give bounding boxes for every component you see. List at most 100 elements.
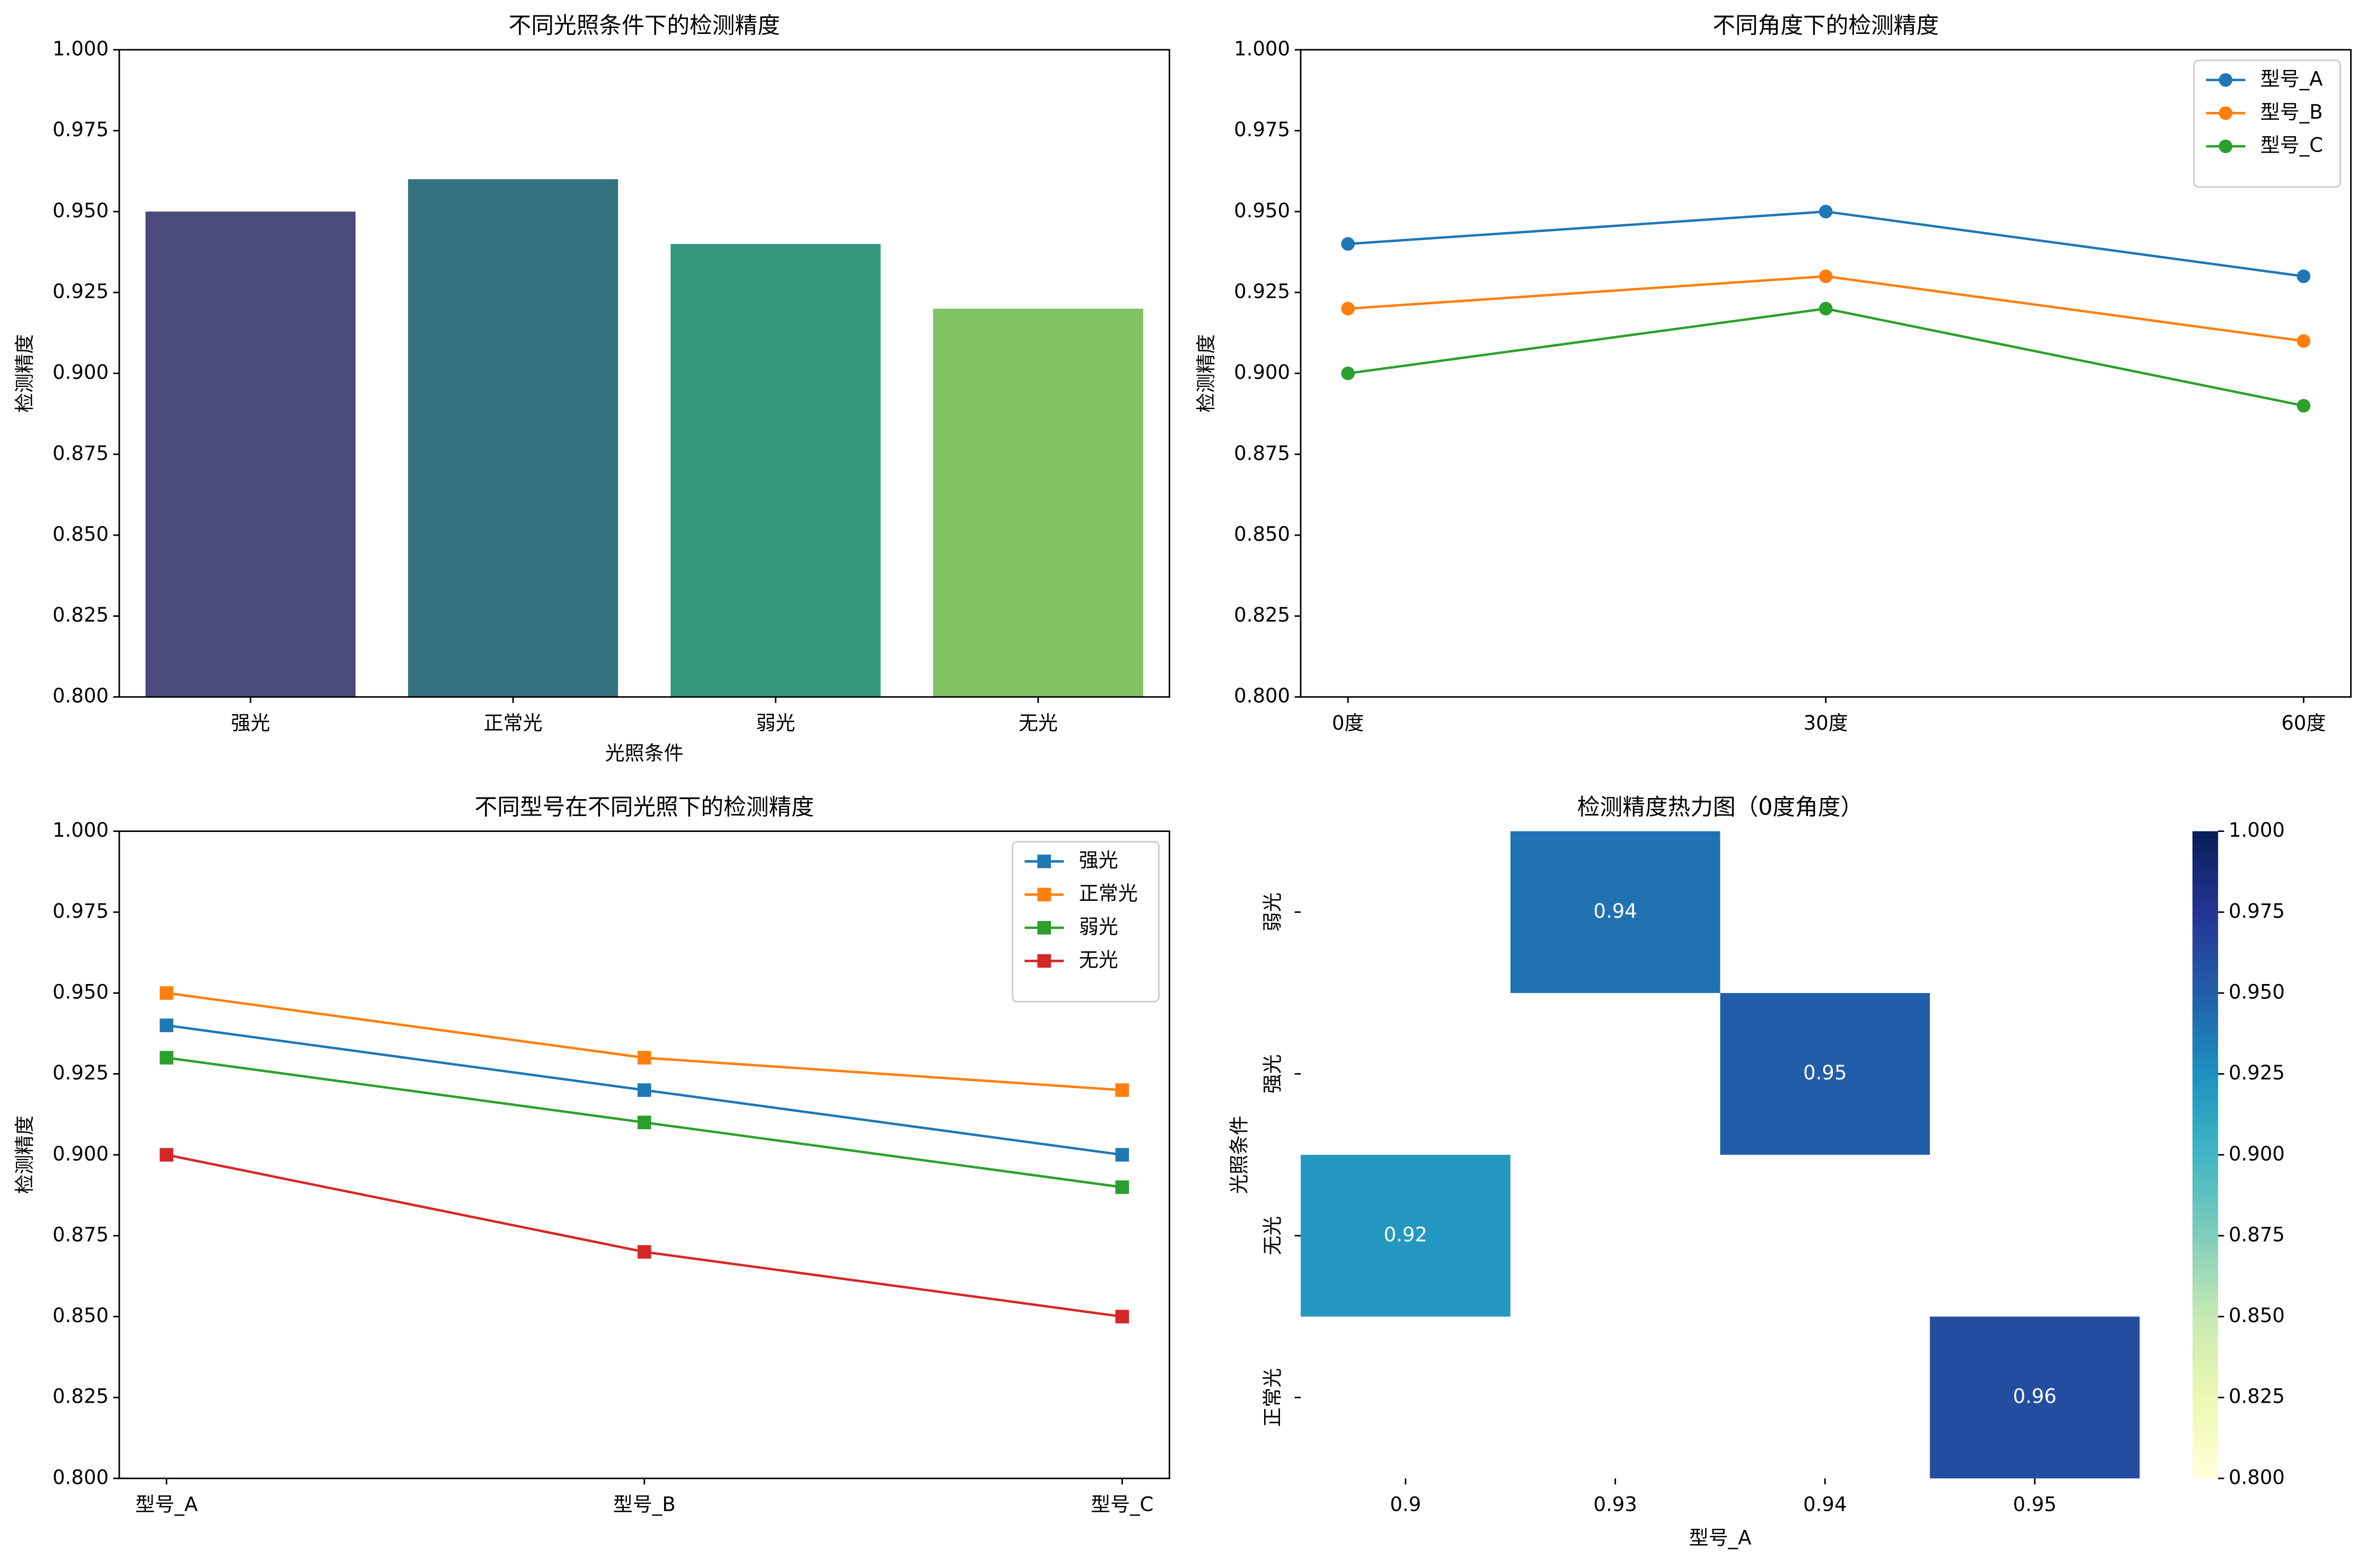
legend-label: 正常光 [1079, 882, 1138, 905]
heat-cell [1510, 831, 1720, 993]
y-tick-label: 0.975 [52, 118, 109, 141]
x-tick-label: 0.93 [1593, 1493, 1637, 1516]
colorbar-tick-label: 0.900 [2229, 1142, 2285, 1165]
data-point [2297, 398, 2311, 413]
axes-frame [118, 49, 1170, 698]
data-point [160, 1051, 173, 1065]
legend-marker [1037, 920, 1051, 935]
legend-box [2193, 59, 2341, 188]
colorbar-tick-label: 0.975 [2229, 900, 2285, 923]
y-tick-label: 1.000 [52, 819, 109, 841]
data-point [1818, 269, 1833, 284]
y-tick-label: 0.875 [52, 1223, 109, 1246]
legend-marker [2219, 139, 2232, 153]
axes-frame [118, 830, 1170, 1480]
y-tick-label: 0.825 [52, 1385, 109, 1408]
data-point [1115, 1148, 1129, 1162]
y-tick-label: 0.975 [1234, 118, 1290, 141]
y-tick-label: 0.925 [1234, 280, 1290, 303]
x-tick-label: 无光 [1019, 712, 1058, 734]
data-point [160, 1148, 173, 1162]
y-tick-label: 0.850 [1234, 522, 1290, 545]
y-axis-label: 检测精度 [13, 1115, 36, 1194]
y-tick-label: 0.900 [52, 1142, 109, 1165]
colorbar-tick-label: 0.850 [2229, 1304, 2285, 1327]
series-line [1348, 210, 2304, 278]
y-tick-label: 0.800 [52, 1466, 109, 1489]
legend-marker [1037, 888, 1051, 901]
x-tick-label: 强光 [231, 712, 270, 734]
colorbar-tick-label: 0.875 [2229, 1223, 2285, 1246]
legend-marker [1037, 854, 1051, 869]
heat-cell [1301, 1155, 1511, 1317]
y-tick-label: 0.950 [52, 199, 109, 222]
y-tick-label: 0.800 [52, 685, 109, 707]
chart-title: 不同角度下的检测精度 [1712, 13, 1939, 39]
colorbar-tick-label: 0.950 [2229, 980, 2285, 1003]
y-tick-label: 正常光 [1261, 1368, 1284, 1427]
data-point [1341, 302, 1355, 316]
bar [933, 308, 1143, 697]
y-tick-label: 0.850 [52, 522, 109, 545]
data-point [637, 1051, 651, 1065]
y-tick-label: 0.875 [52, 442, 109, 465]
colorbar-tick-label: 1.000 [2229, 819, 2285, 841]
data-point [160, 1018, 173, 1032]
x-tick-label: 0.94 [1803, 1493, 1847, 1516]
legend-marker [1037, 954, 1051, 968]
y-axis-label: 检测精度 [13, 334, 36, 413]
y-axis-label: 检测精度 [1195, 334, 1217, 413]
heat-cell [1720, 993, 1930, 1155]
data-point [1818, 302, 1833, 316]
y-tick-label: 0.925 [52, 280, 109, 303]
x-tick-label: 30度 [1804, 712, 1848, 734]
legend-label: 弱光 [1079, 915, 1118, 938]
legend-label: 强光 [1079, 849, 1118, 872]
y-tick-label: 0.950 [1234, 199, 1290, 222]
series-line [166, 1154, 1123, 1318]
x-tick-label: 型号_C [1091, 1493, 1153, 1516]
y-tick-label: 无光 [1261, 1216, 1284, 1255]
chart-title: 检测精度热力图（0度角度） [1577, 794, 1863, 820]
cell-label: 0.95 [1803, 1061, 1847, 1084]
data-point [1115, 1180, 1129, 1194]
legend-label: 无光 [1079, 949, 1118, 971]
y-tick-label: 0.825 [1234, 604, 1290, 626]
x-tick-label: 弱光 [756, 712, 795, 734]
x-tick-label: 0度 [1332, 712, 1364, 734]
y-tick-label: 强光 [1261, 1055, 1284, 1094]
y-axis-label: 光照条件 [1228, 1115, 1251, 1194]
y-tick-label: 弱光 [1261, 892, 1284, 932]
cell-label: 0.96 [2013, 1385, 2056, 1408]
y-tick-label: 0.800 [1234, 685, 1290, 707]
bar [408, 179, 619, 697]
x-tick-label: 正常光 [484, 712, 543, 734]
colorbar-tick-label: 0.825 [2229, 1385, 2285, 1408]
colorbar [2192, 831, 2218, 1478]
y-tick-label: 1.000 [1234, 37, 1290, 60]
y-tick-label: 0.900 [1234, 361, 1290, 384]
x-tick-label: 0.95 [2013, 1493, 2056, 1516]
bar [145, 211, 356, 697]
y-tick-label: 0.950 [52, 980, 109, 1003]
x-tick-label: 60度 [2281, 712, 2326, 734]
x-tick-label: 型号_A [135, 1493, 198, 1516]
data-point [1341, 366, 1355, 380]
data-point [1115, 1083, 1129, 1097]
data-point [637, 1245, 651, 1259]
y-tick-label: 0.925 [52, 1061, 109, 1084]
cell-label: 0.94 [1593, 900, 1637, 923]
data-point [637, 1115, 651, 1129]
x-axis-label: 型号_A [1689, 1526, 1752, 1549]
legend-marker [2219, 106, 2232, 120]
colorbar-tick-label: 0.800 [2229, 1466, 2285, 1489]
series-line [1347, 307, 2304, 407]
data-point [637, 1083, 651, 1097]
data-point [1818, 205, 1833, 219]
data-point [2297, 269, 2311, 284]
data-point [160, 986, 173, 1000]
cell-label: 0.92 [1384, 1223, 1427, 1246]
y-tick-label: 0.850 [52, 1304, 109, 1327]
series-line [166, 991, 1123, 1092]
